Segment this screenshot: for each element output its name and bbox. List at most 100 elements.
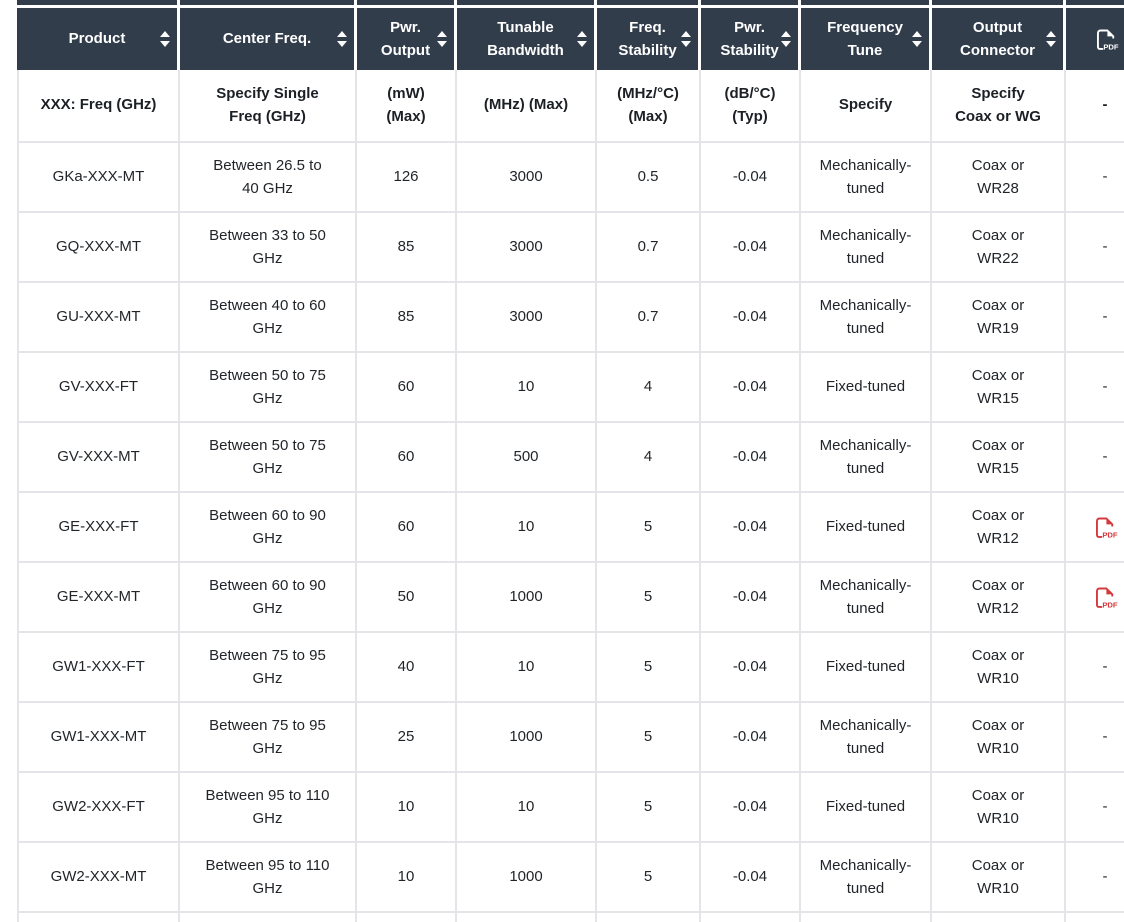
cell-pwr_output: 85 <box>357 213 457 283</box>
cell-frequency_tune: Fixed-tuned <box>801 493 932 563</box>
units-pwr_stability: (dB/°C) (Typ) <box>701 70 801 143</box>
column-header-label: Center Freq. <box>222 30 312 48</box>
cell-pwr_output: 60 <box>357 493 457 563</box>
cell-pdf: - <box>1066 143 1124 213</box>
cell-center_freq: Between 33 to 50 GHz <box>180 213 357 283</box>
cell-pwr_output: 126 <box>357 143 457 213</box>
cell-frequency_tune: Mechanically- tuned <box>801 423 932 493</box>
partial-cell-frequency_tune <box>801 0 932 8</box>
cell-frequency_tune: Mechanically- tuned <box>801 283 932 353</box>
cell-pwr_output: 60 <box>357 353 457 423</box>
pdf-link[interactable]: PDF <box>1066 563 1124 633</box>
cell-pdf: - <box>1066 213 1124 283</box>
cell-output_connector: Coax or WR10 <box>932 703 1066 773</box>
partial-cell-pwr_output <box>357 0 457 8</box>
column-header-center_freq[interactable]: Center Freq. <box>180 8 357 70</box>
column-header-freq_stability[interactable]: Freq. Stability <box>597 8 701 70</box>
cell-pdf: - <box>1066 283 1124 353</box>
units-pwr_output: (mW) (Max) <box>357 70 457 143</box>
column-header-label: Freq. Stability <box>618 18 677 59</box>
column-header-output_connector[interactable]: Output Connector <box>932 8 1066 70</box>
cell-product: GQ-XXX-MT <box>17 213 180 283</box>
cell-center_freq: Between 50 to 75 GHz <box>180 353 357 423</box>
cell-pwr_stability: -0.04 <box>701 563 801 633</box>
cell-product: GW1-XXX-MT <box>17 703 180 773</box>
cell-tunable_bandwidth: 10 <box>457 633 597 703</box>
partial-cell-center_freq <box>180 913 357 922</box>
cell-pdf: - <box>1066 633 1124 703</box>
sort-caret-icon <box>337 31 347 47</box>
sort-caret-icon <box>160 31 170 47</box>
cell-frequency_tune: Mechanically- tuned <box>801 213 932 283</box>
cell-pwr_output: 50 <box>357 563 457 633</box>
cell-center_freq: Between 50 to 75 GHz <box>180 423 357 493</box>
cell-center_freq: Between 60 to 90 GHz <box>180 563 357 633</box>
cell-freq_stability: 5 <box>597 773 701 843</box>
table-row: GW2-XXX-MT Between 95 to 110 GHz 10 1000 5 -0… <box>17 843 1124 913</box>
pdf-icon: PDF <box>1095 517 1118 539</box>
column-header-frequency_tune[interactable]: Frequency Tune <box>801 8 932 70</box>
cell-freq_stability: 5 <box>597 493 701 563</box>
cell-tunable_bandwidth: 1000 <box>457 843 597 913</box>
units-center_freq: Specify Single Freq (GHz) <box>180 70 357 143</box>
cell-pdf: - <box>1066 353 1124 423</box>
cell-freq_stability: 5 <box>597 633 701 703</box>
cell-freq_stability: 5 <box>597 703 701 773</box>
cell-product: GW2-XXX-MT <box>17 843 180 913</box>
partial-cell-freq_stability <box>597 913 701 922</box>
cell-pwr_output: 10 <box>357 773 457 843</box>
cell-pwr_stability: -0.04 <box>701 213 801 283</box>
cell-product: GV-XXX-FT <box>17 353 180 423</box>
column-header-pwr_stability[interactable]: Pwr. Stability <box>701 8 801 70</box>
column-header-label: Pwr. Output <box>380 18 431 59</box>
cell-pwr_stability: -0.04 <box>701 843 801 913</box>
cell-pwr_output: 85 <box>357 283 457 353</box>
table-row: GW1-XXX-MT Between 75 to 95 GHz 25 1000 5 -0.… <box>17 703 1124 773</box>
column-header-product[interactable]: Product <box>17 8 180 70</box>
svg-text:PDF: PDF <box>1102 530 1118 539</box>
pdf-link[interactable]: PDF <box>1066 493 1124 563</box>
partial-cell-center_freq <box>180 0 357 8</box>
cell-tunable_bandwidth: 500 <box>457 423 597 493</box>
cell-output_connector: Coax or WR12 <box>932 563 1066 633</box>
cell-frequency_tune: Mechanically- tuned <box>801 563 932 633</box>
cell-frequency_tune: Mechanically- tuned <box>801 143 932 213</box>
cell-center_freq: Between 95 to 110 GHz <box>180 843 357 913</box>
cell-product: GW2-XXX-FT <box>17 773 180 843</box>
table-header-row: Product Center Freq. Pwr. Output Tunable Ba… <box>17 8 1124 70</box>
column-header-pdf: PDF <box>1066 8 1124 70</box>
partial-row-below <box>17 913 1124 922</box>
cell-pwr_stability: -0.04 <box>701 633 801 703</box>
column-header-label: Frequency Tune <box>827 18 903 59</box>
cell-freq_stability: 0.7 <box>597 213 701 283</box>
partial-row-above <box>17 0 1124 8</box>
cell-freq_stability: 5 <box>597 843 701 913</box>
cell-frequency_tune: Fixed-tuned <box>801 353 932 423</box>
cell-pwr_stability: -0.04 <box>701 703 801 773</box>
cell-output_connector: Coax or WR10 <box>932 773 1066 843</box>
cell-frequency_tune: Mechanically- tuned <box>801 703 932 773</box>
cell-pdf: - <box>1066 423 1124 493</box>
cell-pdf: - <box>1066 773 1124 843</box>
column-header-tunable_bandwidth[interactable]: Tunable Bandwidth <box>457 8 597 70</box>
partial-cell-pwr_output <box>357 913 457 922</box>
cell-output_connector: Coax or WR15 <box>932 423 1066 493</box>
cell-pdf: - <box>1066 843 1124 913</box>
table-row: GE-XXX-MT Between 60 to 90 GHz 50 1000 5 -0.0… <box>17 563 1124 633</box>
cell-tunable_bandwidth: 1000 <box>457 563 597 633</box>
cell-product: GV-XXX-MT <box>17 423 180 493</box>
cell-pdf: - <box>1066 703 1124 773</box>
units-frequency_tune: Specify <box>801 70 932 143</box>
cell-product: GE-XXX-FT <box>17 493 180 563</box>
partial-cell-tunable_bandwidth <box>457 0 597 8</box>
column-header-pwr_output[interactable]: Pwr. Output <box>357 8 457 70</box>
cell-pwr_stability: -0.04 <box>701 283 801 353</box>
cell-product: GU-XXX-MT <box>17 283 180 353</box>
cell-freq_stability: 5 <box>597 563 701 633</box>
cell-pwr_stability: -0.04 <box>701 143 801 213</box>
cell-pwr_output: 10 <box>357 843 457 913</box>
column-header-label: Output Connector <box>960 18 1035 59</box>
cell-center_freq: Between 75 to 95 GHz <box>180 633 357 703</box>
cell-output_connector: Coax or WR12 <box>932 493 1066 563</box>
